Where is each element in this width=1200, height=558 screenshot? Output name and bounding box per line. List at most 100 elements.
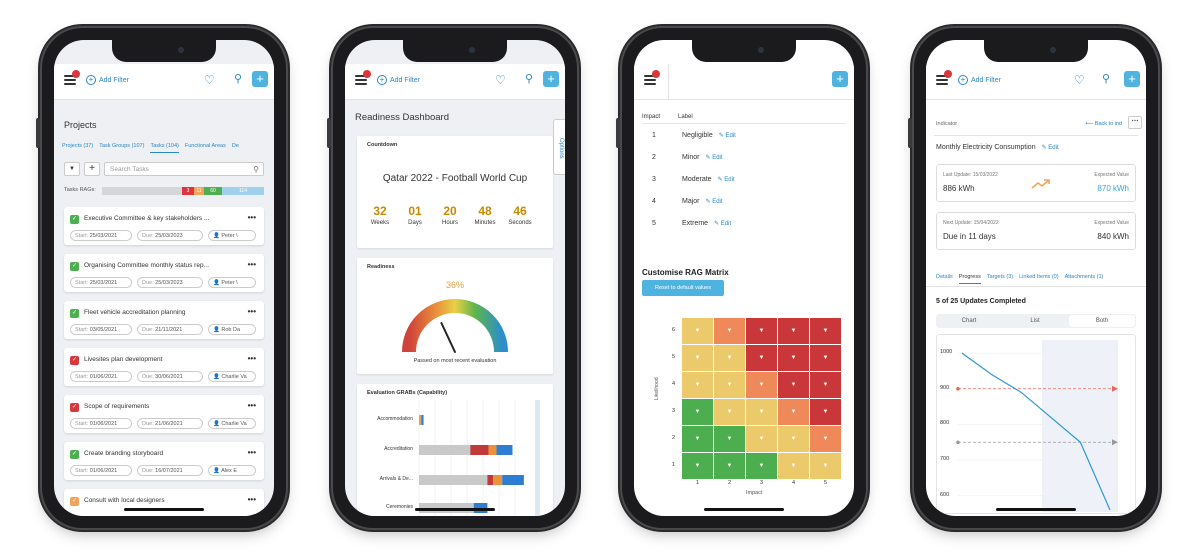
view-chart[interactable]: Chart: [961, 318, 977, 324]
matrix-cell[interactable]: ▼: [714, 318, 745, 344]
task-status-checkbox[interactable]: ✓: [70, 215, 79, 224]
more-icon[interactable]: •••: [247, 307, 256, 316]
matrix-cell[interactable]: ▼: [746, 345, 777, 371]
heart-icon[interactable]: ♡: [204, 73, 215, 87]
task-status-checkbox[interactable]: ✓: [70, 309, 79, 318]
view-both[interactable]: Both: [1069, 315, 1135, 327]
search-input[interactable]: Search Tasks ⚲: [104, 162, 264, 176]
edit-link[interactable]: ✎ Edit: [705, 199, 723, 205]
more-icon[interactable]: •••: [247, 401, 256, 410]
task-card[interactable]: ✓ Create branding storyboard ••• Start: 01/…: [64, 442, 264, 480]
tab-linked-items[interactable]: Linked Items (0): [1019, 274, 1059, 280]
owner[interactable]: 👤 Charlie Va: [208, 418, 256, 429]
matrix-cell[interactable]: ▼: [746, 453, 777, 479]
tab-functional-areas[interactable]: Functional Areas: [184, 143, 226, 149]
edit-link[interactable]: ✎ Edit: [1041, 145, 1059, 151]
menu-icon[interactable]: [644, 75, 656, 85]
search-icon[interactable]: ⚲: [234, 73, 243, 85]
owner[interactable]: 👤 Peter \: [208, 277, 256, 288]
matrix-cell[interactable]: ▼: [714, 453, 745, 479]
back-link[interactable]: ⟵ Back to ind: [1085, 121, 1122, 127]
matrix-cell[interactable]: ▼: [810, 318, 841, 344]
edit-link[interactable]: ✎ Edit: [705, 155, 723, 161]
matrix-cell[interactable]: ▼: [810, 453, 841, 479]
matrix-cell[interactable]: ▼: [746, 399, 777, 425]
matrix-cell[interactable]: ▼: [746, 426, 777, 452]
task-status-checkbox[interactable]: ✓: [70, 356, 79, 365]
add-filter-button[interactable]: + Add Filter: [86, 75, 129, 85]
tab-task-groups[interactable]: Task Groups (107): [99, 143, 145, 149]
menu-icon[interactable]: [936, 75, 948, 85]
edit-link[interactable]: ✎ Edit: [714, 221, 732, 227]
more-options-button[interactable]: ⋯: [1128, 116, 1142, 129]
task-card[interactable]: ✓ Consult with local designers •••: [64, 489, 264, 516]
matrix-cell[interactable]: ▼: [682, 318, 713, 344]
tab-progress[interactable]: Progress: [958, 274, 981, 284]
tab-targets[interactable]: Targets (3): [986, 274, 1014, 280]
add-button[interactable]: +: [543, 71, 559, 87]
matrix-cell[interactable]: ▼: [778, 453, 809, 479]
more-icon[interactable]: •••: [247, 448, 256, 457]
task-status-checkbox[interactable]: ✓: [70, 450, 79, 459]
matrix-cell[interactable]: ▼: [682, 453, 713, 479]
owner[interactable]: 👤 Rob Da: [208, 324, 256, 335]
matrix-cell[interactable]: ▼: [714, 345, 745, 371]
add-button[interactable]: +: [832, 71, 848, 87]
heart-icon[interactable]: ♡: [1074, 73, 1085, 87]
notification-badge[interactable]: [363, 70, 371, 78]
more-icon[interactable]: •••: [247, 213, 256, 222]
tab-attachments[interactable]: Attachments (1): [1064, 274, 1104, 280]
task-status-checkbox[interactable]: ✓: [70, 403, 79, 412]
tab-de[interactable]: De: [231, 143, 239, 149]
matrix-cell[interactable]: ▼: [746, 372, 777, 398]
task-card[interactable]: ✓ Scope of requirements ••• Start: 01/06/20…: [64, 395, 264, 433]
notification-badge[interactable]: [944, 70, 952, 78]
owner[interactable]: 👤 Charlie Va: [208, 371, 256, 382]
task-card[interactable]: ✓ Organising Committee monthly status rep…: [64, 254, 264, 292]
chevron-down-icon[interactable]: ▼: [64, 162, 80, 176]
search-icon[interactable]: ⚲: [525, 73, 534, 85]
matrix-cell[interactable]: ▼: [682, 399, 713, 425]
notification-badge[interactable]: [72, 70, 80, 78]
add-button[interactable]: +: [1124, 71, 1140, 87]
matrix-cell[interactable]: ▼: [778, 372, 809, 398]
scrollbar[interactable]: [535, 400, 540, 516]
matrix-cell[interactable]: ▼: [778, 399, 809, 425]
task-card[interactable]: ✓ Fleet vehicle accreditation planning •••…: [64, 301, 264, 339]
matrix-cell[interactable]: ▼: [810, 372, 841, 398]
view-list[interactable]: List: [1030, 318, 1040, 324]
matrix-cell[interactable]: ▼: [682, 426, 713, 452]
menu-icon[interactable]: [355, 75, 367, 85]
search-icon[interactable]: ⚲: [1102, 73, 1111, 85]
reset-button[interactable]: Reset to default values: [642, 280, 724, 296]
tab-projects[interactable]: Projects (37): [62, 143, 94, 149]
matrix-cell[interactable]: ▼: [714, 399, 745, 425]
matrix-cell[interactable]: ▼: [778, 426, 809, 452]
matrix-cell[interactable]: ▼: [778, 318, 809, 344]
matrix-cell[interactable]: ▼: [810, 345, 841, 371]
matrix-cell[interactable]: ▼: [682, 345, 713, 371]
matrix-cell[interactable]: ▼: [746, 318, 777, 344]
task-card[interactable]: ✓ Executive Committee & key stakeholders …: [64, 207, 264, 245]
task-status-checkbox[interactable]: ✓: [70, 497, 79, 506]
matrix-cell[interactable]: ▼: [778, 345, 809, 371]
options-tab[interactable]: Options: [553, 119, 565, 175]
edit-link[interactable]: ✎ Edit: [718, 133, 736, 139]
notification-badge[interactable]: [652, 70, 660, 78]
matrix-cell[interactable]: ▼: [682, 372, 713, 398]
matrix-cell[interactable]: ▼: [810, 426, 841, 452]
add-button[interactable]: +: [252, 71, 268, 87]
owner[interactable]: 👤 Alex E: [208, 465, 256, 476]
tab-details[interactable]: Details: [936, 274, 953, 280]
owner[interactable]: 👤 Peter \: [208, 230, 256, 241]
matrix-cell[interactable]: ▼: [714, 372, 745, 398]
more-icon[interactable]: •••: [247, 260, 256, 269]
task-card[interactable]: ✓ Livesites plan development ••• Start: 01/…: [64, 348, 264, 386]
task-status-checkbox[interactable]: ✓: [70, 262, 79, 271]
add-filter-button[interactable]: + Add Filter: [958, 75, 1001, 85]
matrix-cell[interactable]: ▼: [714, 426, 745, 452]
menu-icon[interactable]: [64, 75, 76, 85]
add-filter-button[interactable]: + Add Filter: [377, 75, 420, 85]
edit-link[interactable]: ✎ Edit: [717, 177, 735, 183]
matrix-cell[interactable]: ▼: [810, 399, 841, 425]
